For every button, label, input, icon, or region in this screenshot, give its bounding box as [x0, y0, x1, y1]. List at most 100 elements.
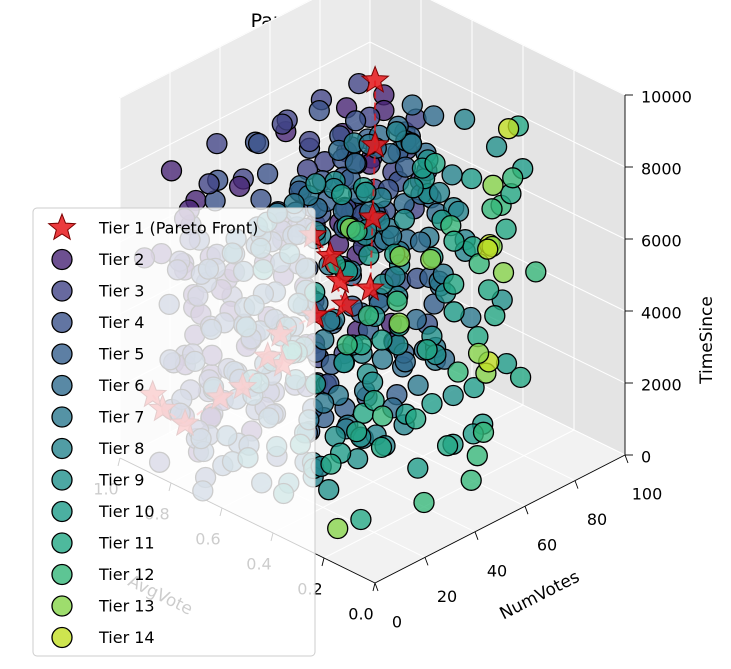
- legend-label: Tier 10: [98, 502, 155, 521]
- tier-point: [305, 172, 327, 195]
- tier-point: [485, 136, 508, 158]
- tier-point: [228, 175, 251, 198]
- grid-line: [119, 0, 313, 99]
- tier-point: [344, 152, 366, 174]
- legend-marker: [51, 532, 73, 554]
- tier-point: [422, 105, 445, 127]
- grid-line: [323, 429, 575, 559]
- grid-line: [430, 0, 626, 96]
- tier-point: [409, 231, 432, 253]
- tier-point: [333, 351, 355, 374]
- x-tick-label: 0.0: [348, 605, 373, 624]
- tier-point: [441, 164, 463, 186]
- tier-point: [384, 265, 406, 288]
- tier-point: [401, 94, 423, 116]
- tier-point: [371, 329, 393, 351]
- tier-point: [436, 435, 459, 457]
- tier-point: [413, 491, 435, 514]
- tier-point: [247, 132, 270, 155]
- legend-label: Tier 9: [98, 471, 144, 490]
- frontier-link: [311, 234, 347, 306]
- tier-point: [460, 167, 483, 190]
- tier-point: [298, 130, 321, 153]
- legend-label: Tier 5: [98, 345, 144, 364]
- tier-point: [405, 408, 427, 430]
- tier-point: [402, 177, 424, 199]
- tier-point: [492, 261, 515, 284]
- legend-label: Tier 1 (Pareto Front): [98, 219, 258, 238]
- legend-marker: [51, 406, 73, 428]
- tier-point: [206, 132, 228, 155]
- tier-point: [447, 361, 469, 383]
- tier-point: [453, 108, 476, 130]
- tier-point: [393, 208, 416, 230]
- tier-point: [160, 160, 183, 182]
- tier-point: [386, 290, 408, 312]
- frontier-star: [357, 202, 388, 230]
- tier-point: [389, 245, 411, 268]
- y-tick: [424, 557, 429, 566]
- legend-marker: [51, 343, 73, 365]
- tier-point: [442, 384, 464, 407]
- tier-point: [256, 163, 279, 185]
- tier-point: [443, 301, 465, 323]
- z-tick-label: 4000: [641, 304, 682, 323]
- tier-point: [466, 445, 488, 467]
- legend-marker: [51, 280, 73, 302]
- z-tick-label: 6000: [641, 232, 682, 251]
- legend: Tier 1 (Pareto Front) Tier 2 Tier 3 Tier 4 T…: [32, 207, 316, 657]
- tier-point: [198, 173, 220, 195]
- y-tick: [574, 480, 579, 489]
- tier-point: [407, 374, 429, 396]
- tier-point: [308, 99, 330, 122]
- z-tick-label: 10000: [641, 88, 692, 107]
- tier-point: [358, 244, 380, 266]
- tier-point: [509, 366, 532, 389]
- frontier-star: [360, 65, 390, 93]
- tier-point: [271, 113, 293, 135]
- y-tick: [524, 506, 529, 515]
- tier-point: [460, 469, 482, 491]
- tier-point: [388, 312, 410, 334]
- frontier-star: [330, 289, 360, 318]
- tier-point: [330, 183, 353, 206]
- tier-point: [477, 238, 499, 260]
- z-axis-label: TimeSince: [697, 296, 717, 385]
- legend-label: Tier 12: [98, 565, 155, 584]
- legend-marker: [51, 374, 73, 397]
- legend-label: Tier 6: [98, 376, 144, 395]
- tier-point: [472, 421, 495, 443]
- frontier-star: [315, 240, 345, 269]
- tier-point: [320, 453, 342, 475]
- tier-point: [250, 188, 272, 211]
- tier-point: [370, 436, 393, 459]
- tier-point: [346, 420, 368, 443]
- legend-marker: [51, 595, 73, 617]
- y-tick: [624, 454, 629, 464]
- grid-line: [369, 41, 626, 168]
- tier-point: [420, 248, 442, 271]
- frontier-star: [325, 265, 355, 294]
- tier-point: [336, 334, 358, 356]
- y-tick: [474, 531, 479, 540]
- legend-label: Tier 4: [98, 313, 144, 332]
- tier-point: [350, 508, 372, 531]
- y-axis-line: [374, 454, 626, 584]
- z-tick-label: 0: [641, 448, 651, 467]
- legend-marker: [51, 500, 73, 523]
- legend-label: Tier 2: [98, 250, 144, 269]
- tier-point: [357, 304, 380, 327]
- tier-point: [424, 152, 446, 175]
- tier-point: [400, 133, 423, 155]
- tier-point: [502, 167, 524, 189]
- tier-point: [312, 392, 335, 414]
- x-tick: [372, 582, 376, 592]
- tier-point: [497, 118, 520, 140]
- tier-point: [371, 405, 394, 427]
- tier-point: [407, 457, 429, 479]
- tier-point: [525, 261, 547, 283]
- z-tick-label: 2000: [641, 376, 682, 395]
- tier-point: [481, 198, 503, 220]
- y-tick-label: 0: [392, 613, 402, 632]
